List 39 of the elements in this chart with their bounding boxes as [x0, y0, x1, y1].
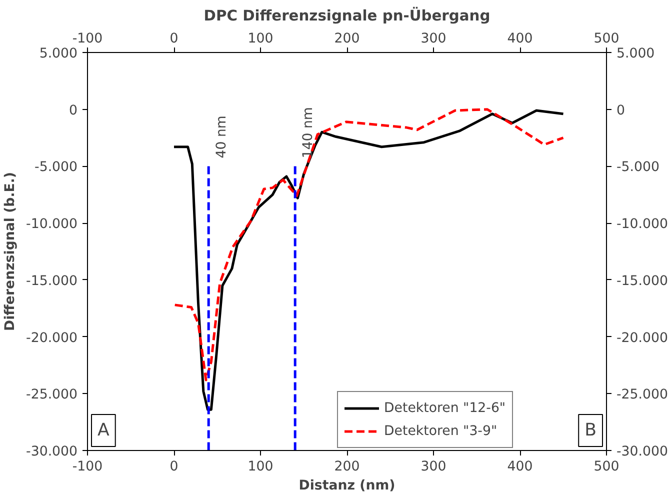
x-tick-label: 200 — [334, 32, 360, 46]
y-tick-label: 5.000 — [39, 46, 78, 62]
x2-tick-label: 200 — [334, 460, 360, 474]
y-tick-label: -25.000 — [26, 388, 78, 403]
y2-tick-label: -15.000 — [616, 274, 668, 289]
y-axis-title: Differenzsignal (b.E.) — [3, 172, 18, 332]
x2-tick-label: 400 — [507, 460, 533, 474]
annotation: A — [98, 420, 110, 440]
ref-line-label: 140 nm — [301, 107, 316, 158]
y2-tick-label: -10.000 — [616, 217, 668, 232]
y-tick-label: -30.000 — [26, 444, 78, 460]
x-tick-label: 0 — [170, 32, 178, 46]
y-tick-label: -20.000 — [26, 330, 78, 346]
x2-tick-label: 0 — [170, 460, 178, 474]
x2-tick-label: -100 — [72, 460, 103, 474]
legend-label: Detektoren "3-9" — [384, 424, 498, 438]
x-tick-label: 400 — [507, 32, 533, 46]
y2-tick-label: -30.000 — [616, 444, 668, 460]
x2-tick-label: 500 — [594, 460, 620, 474]
x-tick-label: 300 — [420, 32, 446, 46]
x-tick-label: 100 — [248, 32, 274, 46]
y2-tick-label: -20.000 — [616, 330, 668, 346]
y2-tick-label: 0 — [616, 103, 625, 118]
x-tick-label: -100 — [72, 32, 103, 46]
ref-line-label: 40 nm — [214, 116, 230, 158]
x-axis-title: Distanz (nm) — [298, 478, 396, 494]
chart-title: DPC Differenzsignale pn-Übergang — [204, 6, 490, 24]
y2-tick-label: 5.000 — [616, 46, 655, 62]
y2-tick-label: -5.000 — [616, 160, 660, 176]
x2-tick-label: 300 — [420, 460, 446, 474]
legend-label: Detektoren "12-6" — [384, 400, 506, 416]
annotation: B — [584, 420, 597, 440]
y2-tick-label: -25.000 — [616, 388, 668, 403]
y-tick-label: -10.000 — [26, 217, 78, 232]
y-tick-label: -15.000 — [26, 274, 78, 289]
x-tick-label: 500 — [594, 32, 620, 46]
x2-tick-label: 100 — [248, 460, 274, 474]
y-tick-label: -5.000 — [34, 160, 78, 176]
y-tick-label: 0 — [69, 103, 78, 118]
